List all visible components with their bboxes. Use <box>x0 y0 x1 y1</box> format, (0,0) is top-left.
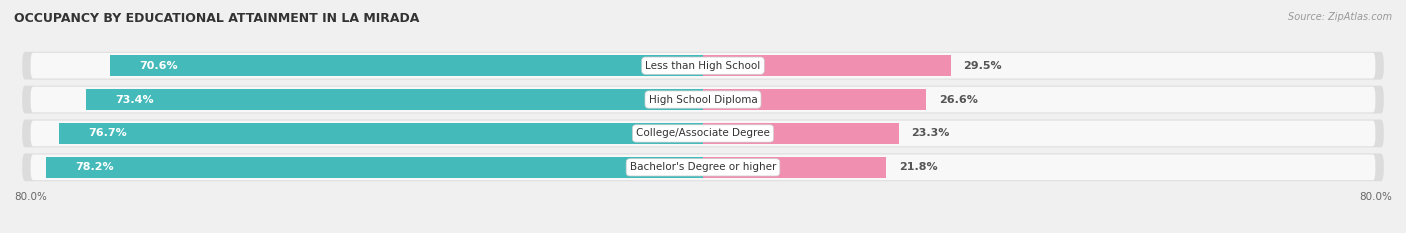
Text: 73.4%: 73.4% <box>115 95 155 105</box>
Text: OCCUPANCY BY EDUCATIONAL ATTAINMENT IN LA MIRADA: OCCUPANCY BY EDUCATIONAL ATTAINMENT IN L… <box>14 12 419 25</box>
Bar <box>59 123 703 144</box>
Bar <box>46 157 703 178</box>
FancyBboxPatch shape <box>31 120 1375 146</box>
Text: 23.3%: 23.3% <box>911 128 949 138</box>
Bar <box>703 123 898 144</box>
FancyBboxPatch shape <box>31 154 1375 180</box>
Text: Less than High School: Less than High School <box>645 61 761 71</box>
FancyBboxPatch shape <box>31 53 1375 79</box>
Text: Bachelor's Degree or higher: Bachelor's Degree or higher <box>630 162 776 172</box>
Text: 80.0%: 80.0% <box>14 192 46 202</box>
Text: 70.6%: 70.6% <box>139 61 179 71</box>
Text: 80.0%: 80.0% <box>1360 192 1392 202</box>
Text: College/Associate Degree: College/Associate Degree <box>636 128 770 138</box>
Text: 29.5%: 29.5% <box>963 61 1002 71</box>
FancyBboxPatch shape <box>22 52 1384 79</box>
Text: High School Diploma: High School Diploma <box>648 95 758 105</box>
Bar <box>703 157 886 178</box>
Text: 26.6%: 26.6% <box>939 95 979 105</box>
Text: 21.8%: 21.8% <box>898 162 938 172</box>
FancyBboxPatch shape <box>31 87 1375 113</box>
Bar <box>703 89 927 110</box>
Text: 76.7%: 76.7% <box>89 128 127 138</box>
FancyBboxPatch shape <box>22 120 1384 147</box>
Bar <box>86 89 703 110</box>
FancyBboxPatch shape <box>22 86 1384 113</box>
FancyBboxPatch shape <box>22 154 1384 181</box>
Bar <box>110 55 703 76</box>
Text: 78.2%: 78.2% <box>76 162 114 172</box>
Text: Source: ZipAtlas.com: Source: ZipAtlas.com <box>1288 12 1392 22</box>
Bar <box>703 55 950 76</box>
